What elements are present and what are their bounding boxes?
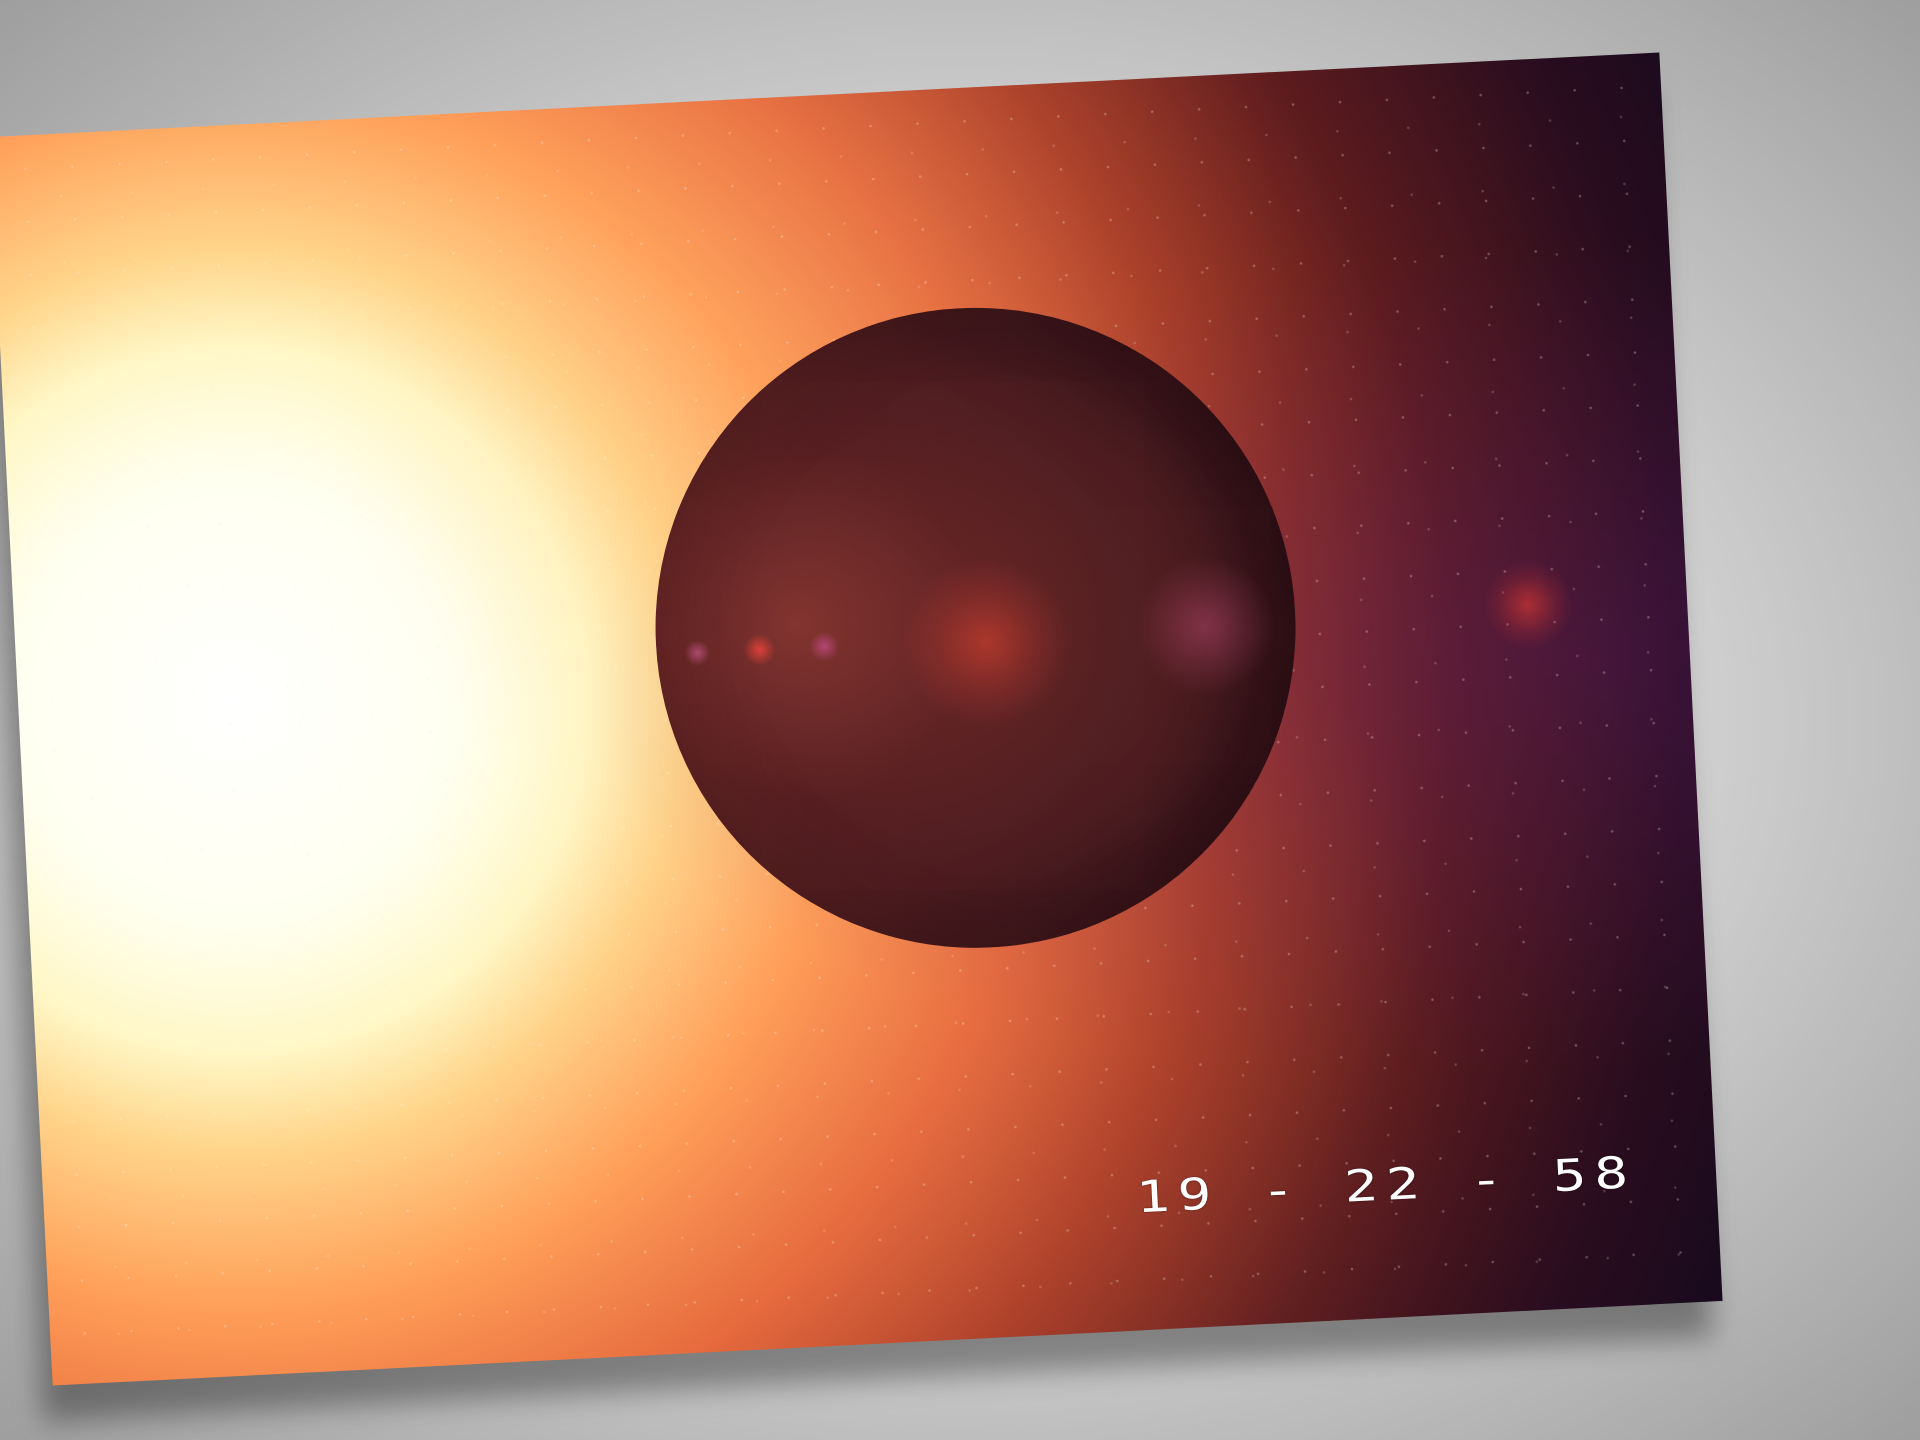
space-image: 19 - 22 - 58 bbox=[0, 52, 1723, 1386]
